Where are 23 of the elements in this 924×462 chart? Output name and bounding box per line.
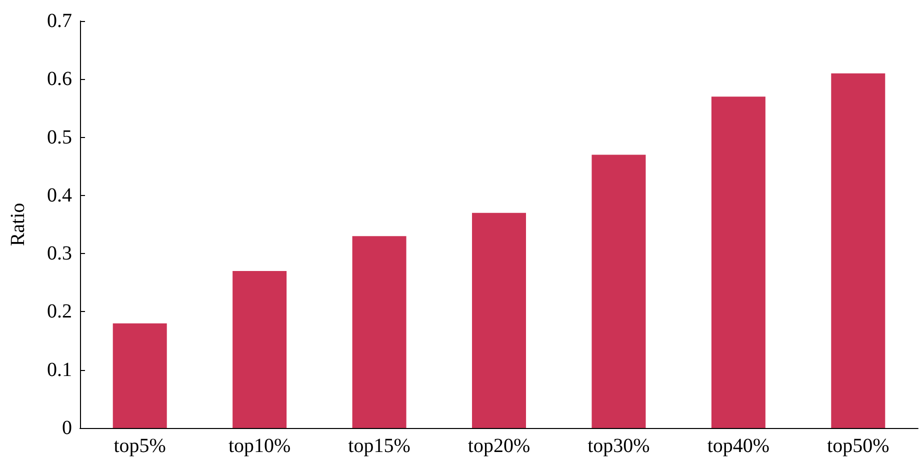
y-tick-label: 0.6 bbox=[47, 68, 72, 90]
y-tick-label: 0.3 bbox=[47, 242, 72, 265]
y-tick-label: 0.2 bbox=[47, 300, 72, 323]
x-tick-label: top5% bbox=[114, 435, 166, 457]
bar bbox=[472, 212, 526, 428]
bar bbox=[352, 236, 406, 428]
x-tick-label: top10% bbox=[228, 435, 291, 457]
y-axis-title: Ratio bbox=[7, 202, 29, 246]
bar bbox=[112, 323, 167, 428]
y-tick-label: 0.1 bbox=[47, 358, 72, 381]
bar bbox=[711, 96, 766, 428]
y-tick-label: 0.4 bbox=[47, 184, 72, 206]
x-tick-label: top30% bbox=[588, 435, 650, 457]
bar bbox=[592, 154, 646, 428]
bar bbox=[831, 73, 886, 428]
y-tick-label: 0 bbox=[62, 417, 72, 439]
x-tick-label: top20% bbox=[468, 435, 530, 457]
x-tick-label: top50% bbox=[827, 435, 890, 457]
y-tick-label: 0.5 bbox=[47, 126, 72, 148]
bar bbox=[232, 271, 287, 428]
y-tick-label: 0.7 bbox=[47, 10, 72, 32]
x-tick-label: top40% bbox=[707, 435, 770, 457]
x-tick-label: top15% bbox=[348, 435, 410, 457]
